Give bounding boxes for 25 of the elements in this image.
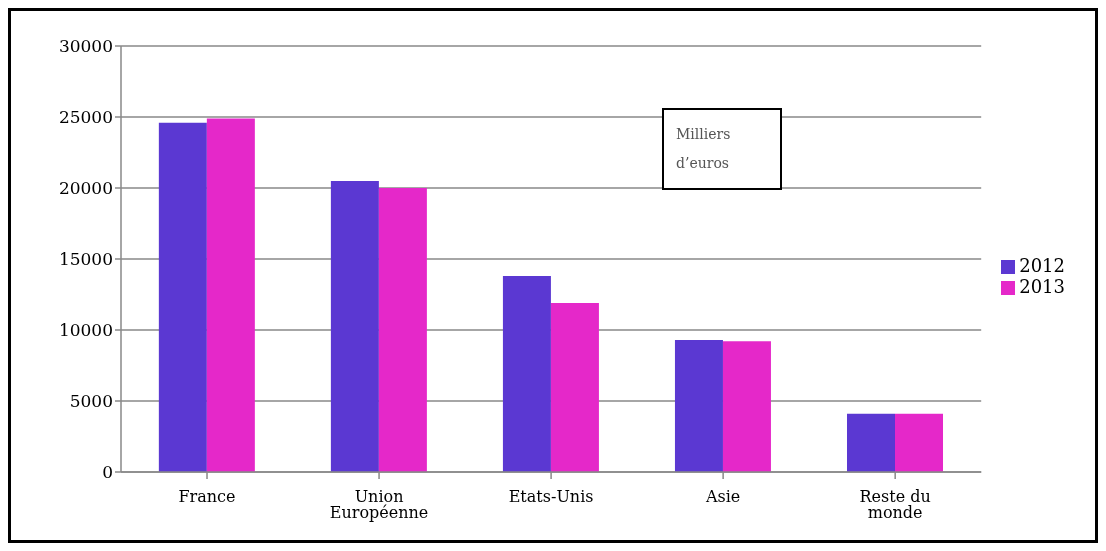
y-tick-label: 0: [102, 462, 113, 483]
note-box: Milliers d’euros: [662, 108, 782, 190]
bar: [722, 341, 771, 472]
x-tick-label: Asie: [704, 487, 741, 507]
y-tick-label: 10000: [58, 320, 113, 341]
legend-label: 2013: [1019, 275, 1065, 297]
bar: [378, 188, 427, 472]
y-tick-label: 30000: [58, 36, 113, 57]
legend-label: 2012: [1019, 254, 1065, 276]
bar: [895, 413, 943, 472]
y-tick-label: 15000: [58, 249, 113, 270]
y-tick-label: 25000: [58, 107, 113, 128]
x-tick-label: Union Européenne: [329, 487, 429, 523]
x-tick-label: Etats-Unis: [508, 487, 594, 507]
bar: [502, 276, 551, 472]
bar: [550, 303, 599, 472]
y-tick-label: 5000: [69, 391, 113, 412]
y-tick-label: 20000: [58, 178, 113, 199]
bar: [330, 180, 379, 472]
bar: [206, 118, 255, 472]
x-tick-label: Reste du monde: [859, 487, 931, 523]
bar: [847, 413, 895, 472]
bar: [674, 339, 723, 472]
x-tick-label: France: [178, 487, 236, 507]
bar: [158, 122, 207, 472]
